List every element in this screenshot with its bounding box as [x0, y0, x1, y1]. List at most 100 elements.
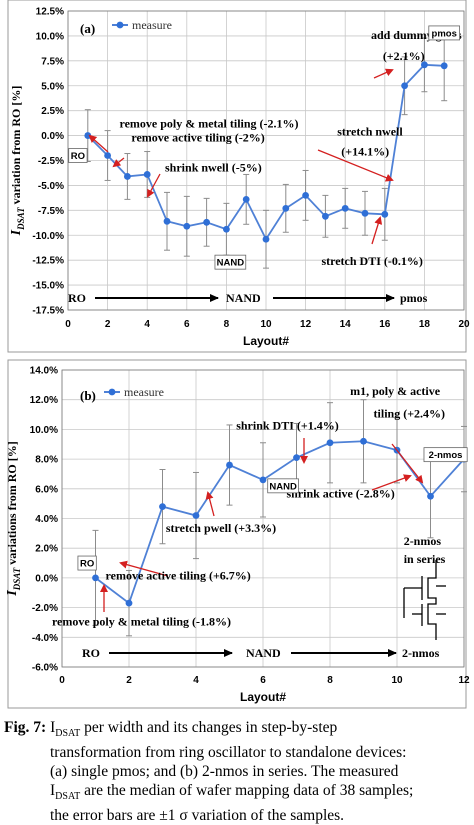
data-point — [104, 152, 111, 159]
y-tick-label: -5.0% — [38, 181, 64, 192]
y-tick-label: 8.0% — [35, 455, 58, 466]
device-box — [267, 478, 299, 494]
data-point — [124, 173, 131, 180]
panel-frame — [7, 359, 467, 709]
band-label: RO — [68, 291, 86, 305]
chart-panel-a: 12.5% 10.0% 7.5% 5.0% 2.5% 0.0% -2.5% -5.0% -7.5… — [7, 0, 470, 353]
annotation-arrow — [391, 443, 424, 484]
data-point — [322, 212, 329, 220]
data-point — [143, 171, 151, 178]
annotation-label: remove active tiling (+6.7%) — [106, 568, 251, 582]
data-point — [421, 61, 428, 69]
device-box-label: RO — [80, 559, 94, 570]
annotation-label: stretch pwell (+3.3%) — [166, 521, 276, 535]
y-axis-title-rest: variation from RO [%] — [9, 86, 23, 208]
legend: measure — [104, 385, 164, 399]
x-tick-label: 2 — [105, 319, 111, 330]
device-box-label: NAND — [217, 258, 245, 269]
annotation-label: stretch DTI (-0.1%) — [321, 254, 422, 268]
x-axis-title: Layout# — [243, 334, 289, 348]
x-tick-label: 16 — [379, 319, 391, 330]
y-tick-label: -15.0% — [32, 281, 64, 292]
data-point — [223, 225, 230, 233]
x-tick-label: 10 — [260, 319, 272, 330]
data-point — [293, 454, 300, 462]
y-tick-label: 5.0% — [41, 81, 64, 92]
device-box-label: NAND — [269, 481, 297, 492]
annotation-label: remove active tiling (-2%) — [131, 131, 264, 145]
caption-line-5: the error bars are ±1 σ variation of the… — [50, 807, 345, 825]
annotation-label: shrink DTI (+1.4%) — [236, 418, 339, 432]
panel-label: (a) — [80, 21, 95, 36]
annotation-label: remove poly & metal tiling (-2.1%) — [119, 117, 298, 131]
device-box — [77, 555, 97, 571]
panel-frame — [7, 0, 467, 353]
y-axis-title-rest: variations from RO [%] — [5, 441, 19, 567]
annotation-label: (+14.1%) — [341, 145, 389, 159]
legend: measure — [112, 18, 172, 32]
device-box-label: pmos — [432, 28, 457, 39]
x-tick-label: 8 — [327, 675, 333, 686]
legend-label: measure — [124, 385, 164, 399]
x-tick-label: 6 — [260, 675, 266, 686]
x-tick-label: 12 — [458, 675, 470, 686]
y-tick-label: 12.5% — [36, 7, 64, 18]
caption-line-4: IDSAT are the median of wafer mapping da… — [50, 782, 414, 803]
data-point — [361, 209, 369, 217]
x-tick-label: 18 — [419, 319, 431, 330]
schematic-wire — [427, 560, 437, 640]
x-tick-label: 20 — [458, 319, 470, 330]
y-axis-title: IDSAT variation from RO [%] — [9, 86, 26, 237]
y-tick-label: -12.5% — [32, 256, 64, 267]
caption-line-1: IDSAT per width and its changes in step-… — [50, 719, 338, 740]
annotation-arrow — [119, 560, 169, 577]
y-tick-label: -10.0% — [32, 231, 64, 242]
annotation-arrow — [147, 173, 161, 198]
y-tick-label: -2.5% — [38, 156, 64, 167]
band-label: RO — [82, 646, 100, 660]
caption-line-3: (a) single pmos; and (b) 2-nmos in serie… — [50, 763, 399, 781]
y-tick-label: 2.5% — [41, 106, 64, 117]
x-tick-label: 4 — [144, 319, 150, 330]
data-point — [163, 217, 171, 225]
data-point — [226, 461, 233, 469]
band-label: NAND — [226, 291, 261, 305]
annotation-label: tiling (+2.4%) — [374, 407, 446, 421]
legend-marker — [116, 21, 124, 29]
annotation-arrow — [373, 68, 394, 79]
band-label: pmos — [400, 291, 428, 305]
y-tick-label: 0.0% — [35, 573, 58, 584]
annotation-arrow — [371, 474, 412, 491]
y-tick-label: 10.0% — [30, 425, 58, 436]
annotation-label: stretch nwell — [337, 125, 403, 139]
y-tick-label: -2.0% — [32, 603, 58, 614]
data-point — [159, 503, 166, 511]
band-label: 2-nmos — [402, 646, 440, 660]
annotation-label: remove poly & metal tiling (-1.8%) — [52, 614, 231, 628]
data-point — [326, 439, 334, 447]
figure-caption: Fig. 7: IDSAT per width and its changes … — [4, 719, 414, 825]
device-box — [428, 25, 460, 41]
y-tick-label: -17.5% — [32, 306, 64, 317]
data-point — [192, 512, 200, 519]
x-tick-label: 0 — [59, 675, 65, 686]
y-axis-title-main: I — [5, 590, 20, 597]
series-measure — [92, 399, 468, 637]
y-tick-label: 2.0% — [35, 544, 58, 555]
annotation-label: (+2.1%) — [383, 49, 425, 63]
data-point — [84, 132, 92, 139]
x-tick-label: 2 — [126, 675, 132, 686]
y-tick-label: 12.0% — [30, 395, 58, 406]
x-tick-label: 14 — [340, 319, 352, 330]
y-tick-label: 7.5% — [41, 56, 64, 67]
data-point — [440, 62, 448, 70]
device-box-label: RO — [71, 151, 85, 162]
caption-label: Fig. 7 — [4, 719, 42, 736]
x-tick-label: 10 — [391, 675, 403, 686]
data-point — [242, 195, 250, 203]
y-axis-title-sub: DSAT — [12, 567, 22, 591]
band-label: NAND — [246, 646, 281, 660]
y-axis-title-main: I — [9, 229, 24, 236]
y-tick-label: -6.0% — [32, 663, 58, 674]
device-box — [214, 254, 247, 270]
